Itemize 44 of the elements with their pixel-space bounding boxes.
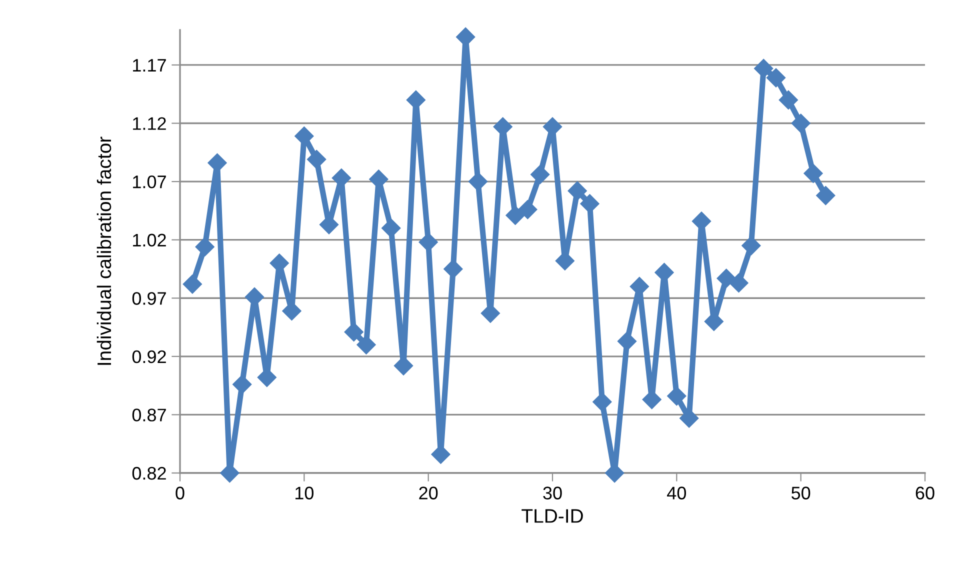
point — [729, 273, 748, 293]
point — [506, 206, 525, 225]
x-tick-label: 0 — [176, 486, 184, 500]
point — [568, 181, 587, 200]
point — [344, 322, 364, 342]
y-axis-title: Individual calibration factor — [96, 136, 112, 365]
x-axis-title: TLD-ID — [522, 509, 583, 523]
point — [804, 164, 823, 183]
point — [307, 150, 326, 169]
point — [580, 194, 600, 214]
y-tick-label: 1.12 — [133, 117, 166, 130]
point — [778, 90, 798, 110]
point — [195, 237, 214, 256]
y-tick-label: 1.07 — [133, 175, 166, 188]
point — [754, 58, 774, 78]
point — [766, 68, 786, 88]
point — [444, 259, 463, 279]
point — [356, 335, 376, 354]
point — [716, 268, 736, 288]
x-tick-label: 30 — [543, 486, 562, 500]
x-tick-label: 20 — [419, 486, 438, 500]
point — [468, 172, 488, 192]
point — [592, 392, 612, 412]
point — [816, 186, 836, 206]
point — [667, 386, 686, 406]
x-tick-label: 50 — [792, 486, 810, 500]
point — [530, 165, 550, 184]
y-tick-label: 0.97 — [132, 292, 166, 305]
point — [742, 236, 761, 256]
x-tick-label: 40 — [667, 486, 686, 500]
x-tick-label: 60 — [916, 486, 934, 500]
y-tick-label: 1.17 — [133, 59, 166, 72]
point — [182, 274, 202, 294]
point — [232, 374, 252, 394]
y-tick-label: 0.87 — [132, 408, 166, 422]
point — [791, 114, 810, 133]
point — [382, 218, 401, 238]
y-tick-label: 0.82 — [132, 466, 166, 480]
y-tick-label: 0.92 — [132, 350, 166, 364]
point — [617, 332, 637, 351]
point — [418, 232, 438, 252]
point — [518, 200, 538, 220]
y-tick-label: 1.02 — [133, 234, 166, 247]
x-tick-label: 10 — [296, 486, 314, 500]
